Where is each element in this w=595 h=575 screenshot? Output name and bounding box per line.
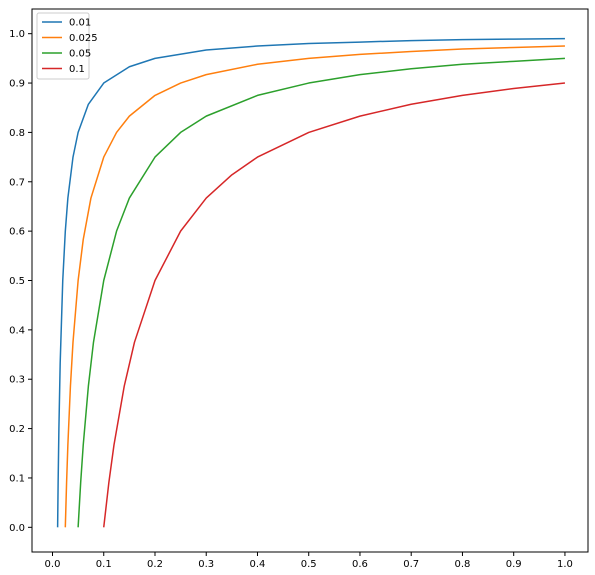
series-line-3 — [102, 82, 566, 528]
legend-label-1: 0.025 — [69, 33, 98, 44]
x-tick-label: 0.4 — [250, 559, 266, 570]
x-tick-label: 0.6 — [352, 559, 368, 570]
legend-box — [36, 12, 90, 80]
legend-label-3: 0.1 — [69, 64, 85, 75]
series-layer — [56, 37, 566, 528]
x-tick-label: 0.1 — [96, 559, 112, 570]
legend-label-2: 0.05 — [69, 49, 91, 60]
y-tick-label: 0.6 — [9, 227, 25, 238]
legend: 0.01 0.025 0.05 0.1 — [36, 12, 98, 80]
y-tick-label: 1.0 — [9, 29, 25, 40]
x-axis: 0.0 0.1 0.2 0.3 0.4 0.5 0.6 0.7 0.8 0.9 1.0 — [45, 552, 573, 570]
x-tick-label: 0.8 — [454, 559, 470, 570]
x-tick-label: 0.9 — [506, 559, 522, 570]
x-tick-label: 0.7 — [403, 559, 419, 570]
y-tick-label: 0.4 — [9, 325, 25, 336]
series-line-1 — [64, 45, 565, 528]
y-tick-label: 0.5 — [9, 276, 25, 287]
plot-area — [32, 9, 588, 552]
y-tick-label: 0.2 — [9, 424, 25, 435]
series-line-2 — [77, 57, 565, 528]
series-line-0 — [56, 37, 565, 528]
y-tick-label: 0.0 — [9, 523, 25, 534]
y-axis: 0.0 0.1 0.2 0.3 0.4 0.5 0.6 0.7 0.8 0.9 1.0 — [9, 29, 32, 534]
x-tick-label: 0.3 — [198, 559, 214, 570]
y-tick-label: 0.7 — [9, 177, 25, 188]
y-tick-label: 0.3 — [9, 375, 25, 386]
x-tick-label: 0.5 — [301, 559, 317, 570]
y-tick-label: 0.1 — [9, 473, 25, 484]
x-tick-label: 0.0 — [45, 559, 61, 570]
y-tick-label: 0.8 — [9, 128, 25, 139]
legend-label-0: 0.01 — [69, 18, 91, 29]
y-tick-label: 0.9 — [9, 79, 25, 90]
x-tick-label: 1.0 — [557, 559, 573, 570]
x-tick-label: 0.2 — [147, 559, 163, 570]
